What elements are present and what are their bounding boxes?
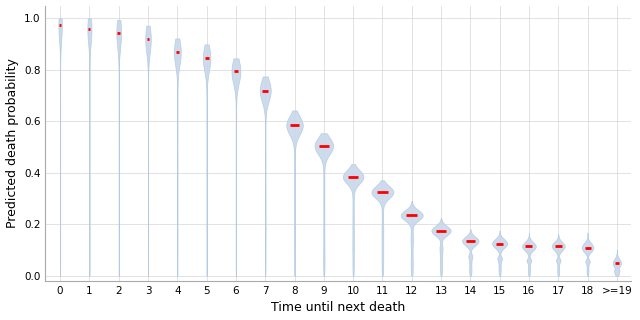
Y-axis label: Predicted death probability: Predicted death probability — [6, 58, 19, 228]
X-axis label: Time until next death: Time until next death — [271, 301, 406, 315]
